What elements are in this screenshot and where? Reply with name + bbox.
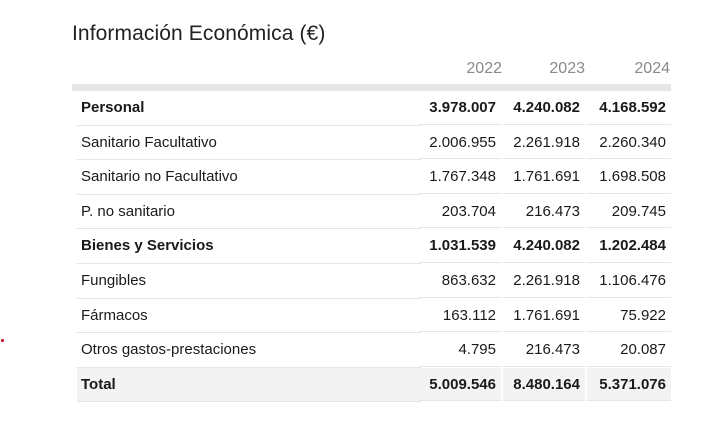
row-label: Total <box>77 367 421 403</box>
value-2022: 163.112 <box>419 299 501 333</box>
row-label: Fungibles <box>77 264 421 299</box>
value-2023: 1.761.691 <box>503 160 585 194</box>
value-2023: 2.261.918 <box>503 126 585 160</box>
row-label: Bienes y Servicios <box>77 229 421 264</box>
value-2024: 1.106.476 <box>587 264 671 298</box>
table-row: Otros gastos-prestaciones 4.795 216.473 … <box>77 333 671 368</box>
table-title: Información Económica (€) <box>72 22 326 45</box>
value-2024: 75.922 <box>587 299 671 333</box>
row-label: Sanitario Facultativo <box>77 126 421 161</box>
row-label: Otros gastos-prestaciones <box>77 333 421 368</box>
year-header: 2022 2023 2024 <box>0 60 708 82</box>
year-header-2024: 2024 <box>634 60 670 77</box>
table-row: Fungibles 863.632 2.261.918 1.106.476 <box>77 264 671 299</box>
table-row: Sanitario no Facultativo 1.767.348 1.761… <box>77 160 671 195</box>
row-label: Personal <box>77 91 421 126</box>
red-dot-marker <box>1 339 4 342</box>
table-row: Bienes y Servicios 1.031.539 4.240.082 1… <box>77 229 671 264</box>
total-row: Total 5.009.546 8.480.164 5.371.076 <box>77 367 671 403</box>
value-2024: 1.202.484 <box>587 229 671 263</box>
value-2022: 863.632 <box>419 264 501 298</box>
value-2022: 5.009.546 <box>419 367 501 402</box>
value-2024: 209.745 <box>587 195 671 229</box>
row-label: Sanitario no Facultativo <box>77 160 421 195</box>
value-2024: 5.371.076 <box>587 367 671 402</box>
value-2022: 4.795 <box>419 333 501 367</box>
value-2023: 8.480.164 <box>503 367 585 402</box>
value-2022: 2.006.955 <box>419 126 501 160</box>
value-2024: 20.087 <box>587 333 671 367</box>
value-2023: 216.473 <box>503 195 585 229</box>
table-header-bar <box>72 84 671 91</box>
economic-table: Personal 3.978.007 4.240.082 4.168.592 S… <box>77 91 671 403</box>
table-row: P. no sanitario 203.704 216.473 209.745 <box>77 195 671 230</box>
value-2023: 2.261.918 <box>503 264 585 298</box>
year-header-2022: 2022 <box>466 60 502 77</box>
value-2024: 1.698.508 <box>587 160 671 194</box>
value-2023: 4.240.082 <box>503 229 585 263</box>
value-2023: 1.761.691 <box>503 299 585 333</box>
row-label: Fármacos <box>77 299 421 334</box>
table-row: Sanitario Facultativo 2.006.955 2.261.91… <box>77 126 671 161</box>
value-2022: 1.767.348 <box>419 160 501 194</box>
year-header-2023: 2023 <box>549 60 585 77</box>
value-2024: 2.260.340 <box>587 126 671 160</box>
value-2022: 203.704 <box>419 195 501 229</box>
value-2023: 4.240.082 <box>503 91 585 125</box>
table-row: Personal 3.978.007 4.240.082 4.168.592 <box>77 91 671 126</box>
table-row: Fármacos 163.112 1.761.691 75.922 <box>77 299 671 334</box>
value-2022: 1.031.539 <box>419 229 501 263</box>
value-2023: 216.473 <box>503 333 585 367</box>
row-label: P. no sanitario <box>77 195 421 230</box>
value-2024: 4.168.592 <box>587 91 671 125</box>
value-2022: 3.978.007 <box>419 91 501 125</box>
